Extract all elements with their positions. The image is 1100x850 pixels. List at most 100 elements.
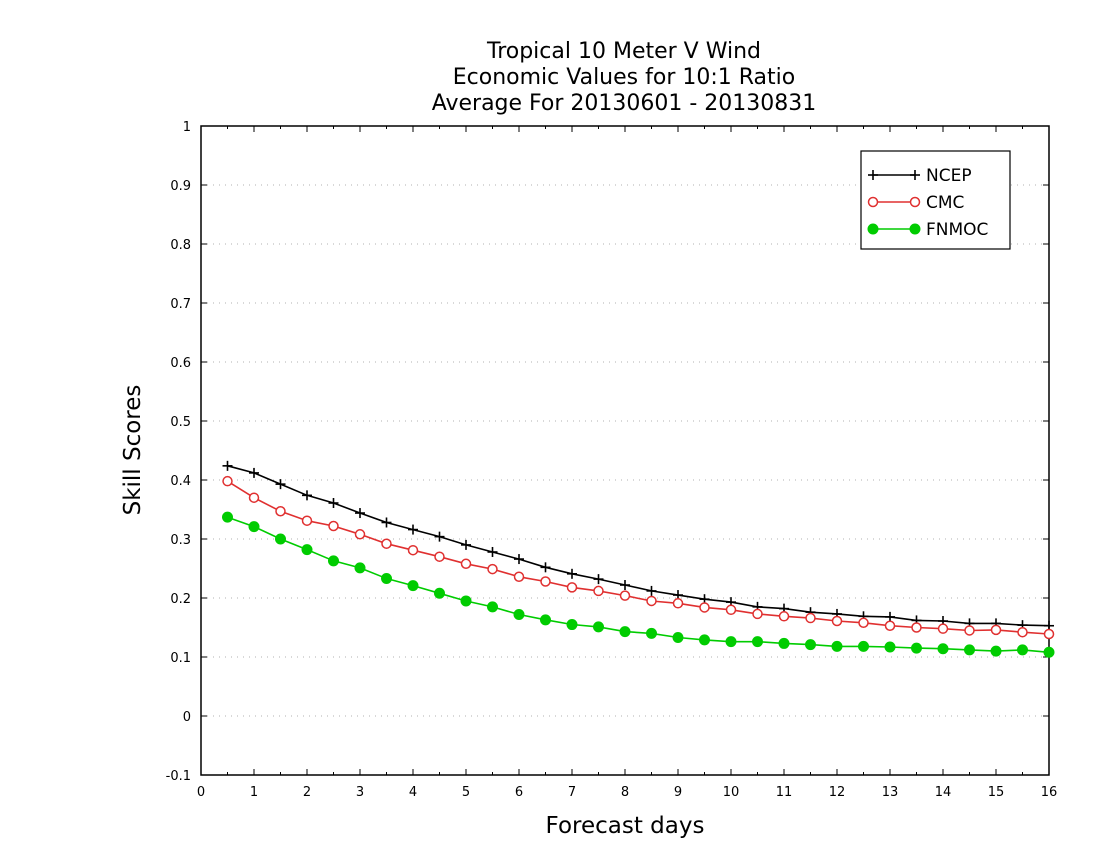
data-point-fnmoc — [778, 637, 790, 649]
data-point-fnmoc — [275, 533, 286, 545]
x-tick-label: 13 — [882, 785, 899, 800]
data-point-fnmoc — [672, 632, 684, 644]
data-point-fnmoc — [911, 642, 922, 654]
y-tick-label: 0.1 — [170, 651, 191, 666]
title-line-3: Average For 20130601 - 20130831 — [432, 91, 817, 116]
data-point-fnmoc — [1017, 644, 1028, 656]
data-point-fnmoc — [937, 643, 949, 655]
data-point-cmc — [301, 515, 313, 526]
x-axis: 0 1 2 3 4 5 6 7 8 9 10 11 12 13 14 15 16 — [197, 126, 1057, 800]
x-tick-label: 3 — [356, 785, 364, 800]
data-point-ncep — [249, 467, 259, 478]
data-point-cmc — [805, 612, 816, 624]
series-cmc — [222, 475, 1055, 640]
data-point-cmc — [566, 582, 578, 593]
data-point-ncep — [275, 479, 286, 490]
data-point-fnmoc — [964, 644, 975, 656]
data-point-fnmoc — [540, 614, 551, 626]
data-point-fnmoc — [646, 627, 657, 639]
legend-marker-fnmoc — [909, 223, 921, 235]
x-tick-label: 12 — [829, 785, 846, 800]
series-ncep — [222, 460, 1054, 631]
series-line-cmc — [227, 480, 1050, 635]
data-point-ncep — [222, 460, 233, 471]
data-point-fnmoc — [248, 521, 260, 533]
data-point-ncep — [885, 611, 895, 622]
data-point-cmc — [964, 625, 975, 636]
legend-label-fnmoc: FNMOC — [926, 220, 988, 240]
legend-marker-fnmoc — [867, 223, 879, 235]
x-tick-label: 2 — [303, 785, 311, 800]
data-point-fnmoc — [884, 641, 896, 653]
data-point-cmc — [487, 563, 498, 575]
data-point-fnmoc — [513, 609, 525, 621]
data-point-fnmoc — [805, 639, 816, 651]
x-tick-label: 16 — [1041, 785, 1058, 800]
y-tick-label: 0.4 — [170, 474, 191, 489]
data-point-cmc — [858, 617, 869, 629]
data-point-cmc — [1017, 626, 1028, 638]
y-tick-label: 0.3 — [170, 533, 191, 548]
data-point-ncep — [434, 531, 445, 542]
data-point-ncep — [620, 580, 630, 591]
data-point-fnmoc — [222, 511, 233, 523]
data-point-fnmoc — [301, 544, 313, 556]
data-point-cmc — [434, 551, 445, 562]
data-point-ncep — [514, 554, 524, 565]
data-point-ncep — [355, 508, 365, 519]
data-point-ncep — [646, 585, 657, 596]
data-point-cmc — [328, 520, 339, 532]
legend-box — [860, 150, 1011, 250]
data-point-fnmoc — [487, 601, 498, 613]
chart-title: Tropical 10 Meter V Wind Economic Values… — [432, 39, 817, 116]
x-tick-label: 1 — [250, 785, 258, 800]
y-tick-label: 0.7 — [170, 297, 191, 312]
x-tick-label: 9 — [674, 785, 682, 800]
legend-marker-ncep — [868, 170, 878, 180]
x-tick-label: 4 — [409, 785, 417, 800]
data-point-ncep — [487, 546, 498, 557]
data-point-fnmoc — [990, 645, 1002, 657]
y-tick-label: 0 — [183, 710, 191, 725]
data-point-fnmoc — [858, 640, 869, 652]
data-point-cmc — [513, 571, 525, 583]
title-line-1: Tropical 10 Meter V Wind — [486, 39, 761, 64]
data-point-fnmoc — [752, 636, 763, 648]
x-tick-label: 8 — [621, 785, 629, 800]
x-axis-label: Forecast days — [546, 813, 705, 839]
data-point-ncep — [567, 568, 577, 579]
data-point-cmc — [248, 492, 260, 503]
data-point-ncep — [540, 562, 551, 573]
y-tick-label: 1 — [183, 120, 191, 135]
y-axis-label: Skill Scores — [120, 385, 146, 516]
data-point-cmc — [831, 615, 843, 627]
series-fnmoc — [222, 511, 1055, 658]
data-point-ncep — [381, 517, 392, 528]
data-point-cmc — [619, 590, 631, 601]
y-tick-label: 0.5 — [170, 415, 191, 430]
series-line-ncep — [227, 465, 1050, 627]
data-point-ncep — [593, 574, 604, 585]
y-tick-label: 0.6 — [170, 356, 191, 371]
data-point-fnmoc — [593, 621, 604, 633]
x-tick-label: 10 — [723, 785, 740, 800]
data-point-cmc — [593, 585, 604, 597]
legend-marker-ncep — [910, 170, 920, 180]
data-point-cmc — [752, 608, 763, 620]
y-tick-label: 0.2 — [170, 592, 191, 607]
x-tick-label: 15 — [988, 785, 1005, 800]
data-point-ncep — [408, 524, 418, 535]
data-point-fnmoc — [354, 562, 366, 574]
data-point-cmc — [275, 506, 286, 517]
x-tick-label: 0 — [197, 785, 205, 800]
x-tick-label: 5 — [462, 785, 470, 800]
data-point-fnmoc — [1043, 646, 1055, 658]
x-tick-label: 14 — [935, 785, 952, 800]
data-point-fnmoc — [831, 640, 843, 652]
series-group — [222, 460, 1055, 658]
data-point-cmc — [884, 620, 896, 631]
series-line-fnmoc — [227, 516, 1050, 654]
legend: NCEP CMC FNMOC — [860, 150, 1011, 250]
x-tick-label: 11 — [776, 785, 793, 800]
